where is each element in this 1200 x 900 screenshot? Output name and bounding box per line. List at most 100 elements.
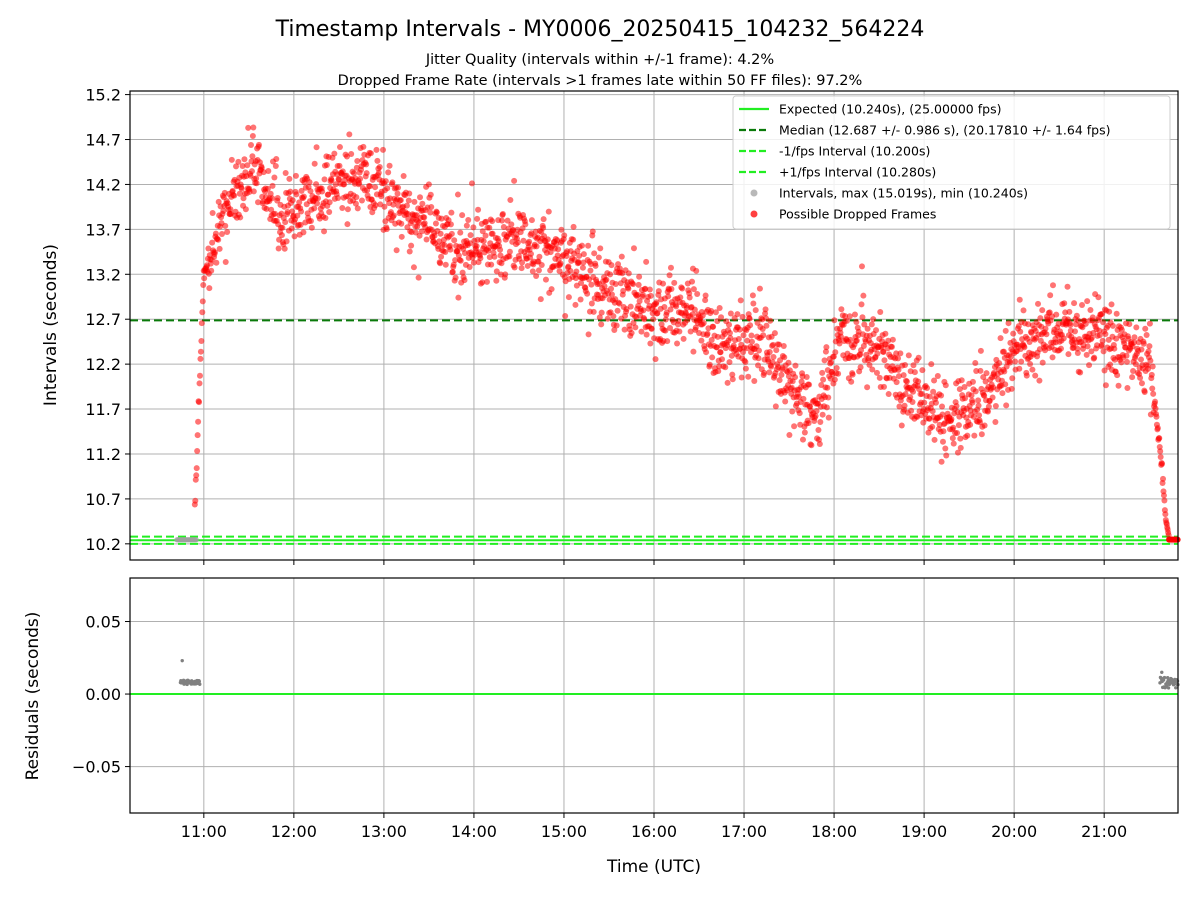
- dropped-frame-point-185: [269, 182, 276, 189]
- dropped-frame-point-1825: [1037, 315, 1044, 322]
- dropped-frame-point-1092: [694, 291, 701, 298]
- dropped-frame-point-741: [529, 268, 536, 275]
- dropped-frame-point-570: [449, 268, 456, 275]
- dropped-frame-point-2070: [1152, 398, 1159, 405]
- dropped-frame-point-1664: [961, 395, 968, 402]
- dropped-frame-point-1974: [1107, 361, 1114, 368]
- residuals-y-axis-label: Residuals (seconds): [23, 612, 43, 781]
- dropped-frame-point-1474: [873, 327, 880, 334]
- dropped-frame-point-2066: [1150, 390, 1157, 397]
- dropped-frame-point-2071: [1152, 405, 1159, 412]
- dropped-frame-point-123: [240, 195, 247, 202]
- residual-point-64: [1166, 686, 1171, 690]
- dropped-frame-point-1142: [717, 349, 724, 356]
- dropped-frame-point-1196: [742, 365, 749, 372]
- dropped-frame-point-795: [555, 246, 562, 253]
- dropped-frame-point-1195: [742, 358, 749, 365]
- dropped-frame-point-1268: [776, 377, 783, 384]
- dropped-frame-point-424: [381, 203, 388, 210]
- dropped-frame-point-1424: [849, 371, 856, 378]
- dropped-frame-point-1799: [1025, 321, 1032, 328]
- dropped-frame-point-1272: [778, 371, 785, 378]
- interval-point-18: [193, 537, 199, 543]
- dropped-frame-point-1697: [977, 367, 984, 374]
- dropped-frame-point-1992: [1115, 382, 1122, 389]
- dropped-frame-point-1640: [950, 440, 957, 447]
- dropped-frame-point-934: [620, 287, 627, 294]
- dropped-frame-point-1386: [831, 376, 838, 383]
- dropped-frame-point-991: [646, 286, 653, 293]
- dropped-frame-point-172: [263, 205, 270, 212]
- dropped-frame-point-760: [538, 262, 545, 269]
- dropped-frame-point-1477: [874, 350, 881, 357]
- dropped-frame-point-1613: [938, 392, 945, 399]
- dropped-frame-point-1085: [690, 286, 697, 293]
- dropped-frame-point-1412: [843, 317, 850, 324]
- dropped-frame-point-1181: [735, 336, 742, 343]
- dropped-frame-point-430: [384, 185, 391, 192]
- dropped-frame-point-668: [495, 238, 502, 245]
- dropped-frame-point-810: [562, 312, 569, 319]
- dropped-frame-point-119: [238, 185, 245, 192]
- dropped-frame-point-1187: [738, 374, 745, 381]
- dropped-frame-point-1025: [662, 316, 669, 323]
- dropped-frame-point-1084: [690, 348, 697, 355]
- dropped-frame-point-107: [233, 163, 240, 170]
- dropped-frame-point-182: [268, 206, 275, 213]
- dropped-frame-point-1522: [895, 366, 902, 373]
- dropped-frame-point-1217: [752, 307, 759, 314]
- dropped-frame-point-1616: [939, 411, 946, 418]
- dropped-frame-point-659: [491, 253, 498, 260]
- x-tick-label-0: 11:00: [181, 822, 227, 841]
- dropped-frame-point-909: [608, 262, 615, 269]
- legend-label-5: Possible Dropped Frames: [779, 207, 936, 222]
- dropped-frame-point-366: [354, 157, 361, 164]
- dropped-frame-point-699: [510, 226, 517, 233]
- x-tick-label-3: 14:00: [451, 822, 497, 841]
- dropped-frame-point-576: [452, 274, 459, 281]
- dropped-frame-point-1466: [869, 366, 876, 373]
- dropped-frame-point-882: [595, 254, 602, 261]
- dropped-frame-point-1089: [692, 324, 699, 331]
- dropped-frame-point-291: [319, 188, 326, 195]
- dropped-frame-point-1126: [710, 323, 717, 330]
- dropped-frame-point-1278: [781, 354, 788, 361]
- dropped-frame-point-1680: [969, 399, 976, 406]
- dropped-frame-point-1572: [918, 390, 925, 397]
- dropped-frame-point-1614: [938, 458, 945, 465]
- dropped-frame-point-1037: [668, 285, 675, 292]
- dropped-frame-point-432: [385, 169, 392, 176]
- dropped-frame-point-1989: [1114, 372, 1121, 379]
- dropped-frame-point-1599: [931, 436, 938, 443]
- dropped-frame-point-1140: [716, 305, 723, 312]
- chart-title: Timestamp Intervals - MY0006_20250415_10…: [275, 17, 925, 42]
- dropped-frame-point-1764: [1008, 385, 1015, 392]
- dropped-frame-point-725: [522, 221, 529, 228]
- dropped-frame-point-175: [264, 185, 271, 192]
- dropped-frame-point-1209: [748, 338, 755, 345]
- dropped-frame-point-591: [459, 269, 466, 276]
- dropped-frame-point-1387: [832, 349, 839, 356]
- dropped-frame-point-1255: [770, 353, 777, 360]
- dropped-frame-point-1681: [969, 378, 976, 385]
- dropped-frame-point-156: [255, 141, 262, 148]
- dropped-frame-point-1814: [1032, 372, 1039, 379]
- dropped-frame-point-1951: [1096, 327, 1103, 334]
- dropped-frame-point-1889: [1067, 322, 1074, 329]
- dropped-frame-point-808: [561, 232, 568, 239]
- dropped-frame-point-64: [212, 230, 219, 237]
- dropped-frame-point-1418: [846, 313, 853, 320]
- dropped-frame-point-477: [406, 190, 413, 197]
- dropped-frame-point-1351: [815, 426, 822, 433]
- dropped-frame-point-1124: [709, 354, 716, 361]
- dropped-frame-point-1253: [769, 359, 776, 366]
- dropped-frame-point-84: [222, 222, 229, 229]
- dropped-frame-point-193: [273, 156, 280, 163]
- dropped-frame-point-452: [394, 190, 401, 197]
- dropped-frame-point-654: [489, 218, 496, 225]
- dropped-frame-point-1139: [716, 363, 723, 370]
- dropped-frame-point-404: [372, 184, 379, 191]
- dropped-frame-point-967: [635, 281, 642, 288]
- dropped-frame-point-1655: [957, 444, 964, 451]
- dropped-frame-point-317: [331, 150, 338, 157]
